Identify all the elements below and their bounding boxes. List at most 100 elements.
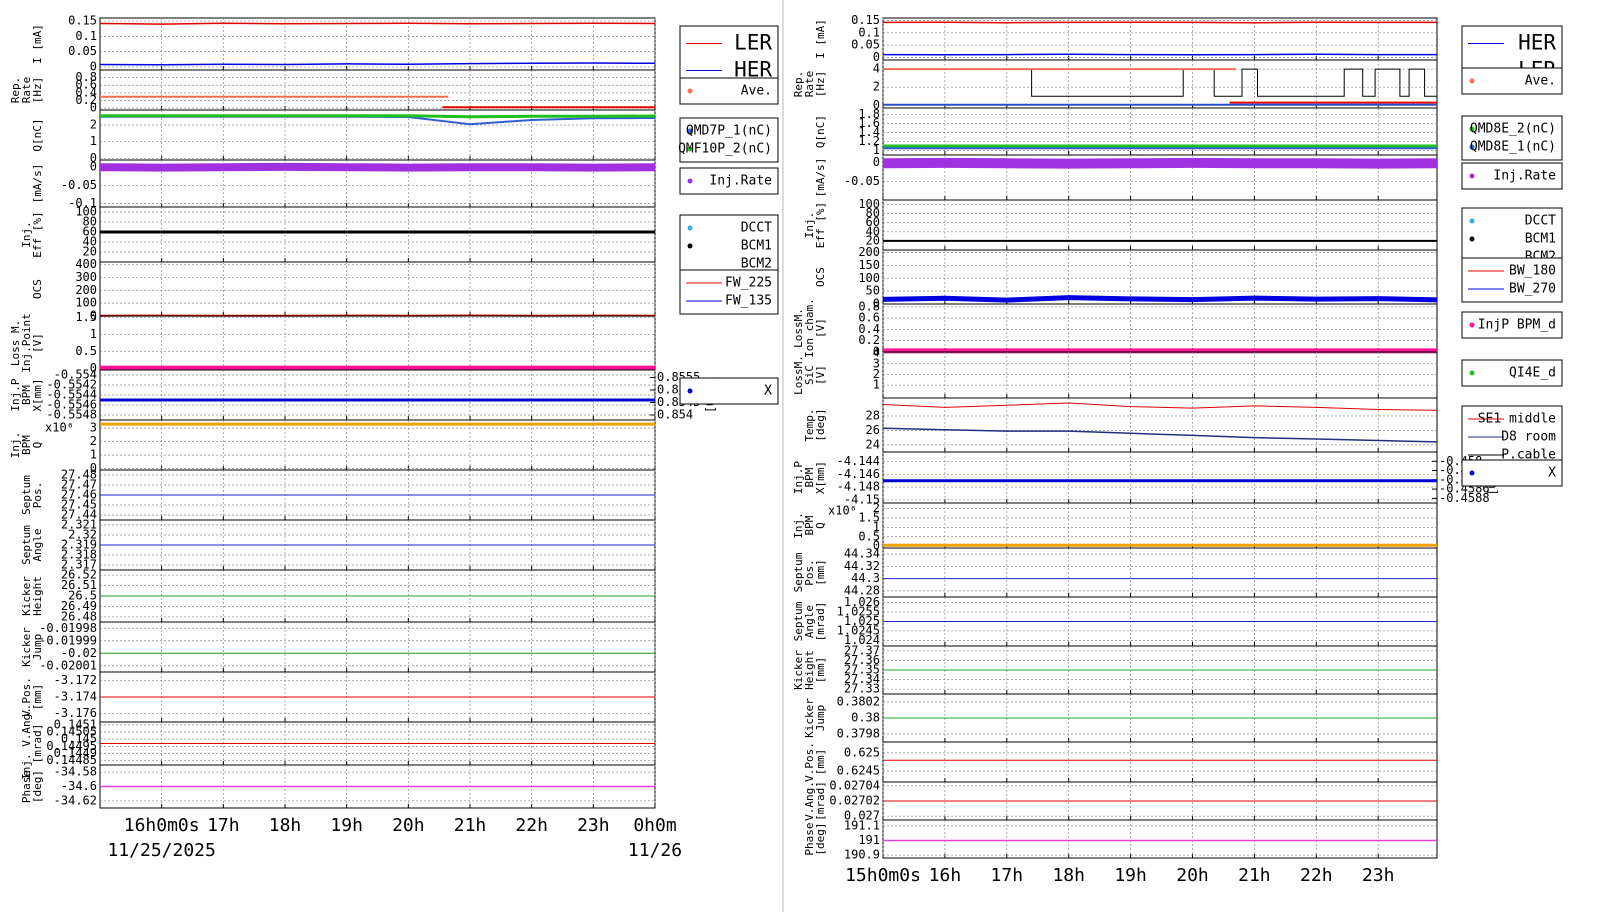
y-tick-label: 2.317 — [61, 558, 97, 572]
y-tick-label: 27.36 — [844, 653, 880, 667]
y-tick-label: 28 — [866, 409, 880, 423]
y-tick-label: 80 — [866, 206, 880, 220]
y-tick-label: 44.34 — [844, 547, 880, 561]
y-tick-label: 0 — [873, 98, 880, 112]
y-tick-label: 1.024 — [844, 633, 880, 647]
y-tick-label: -0.01998 — [39, 621, 97, 635]
y-axis-label: [deg] — [31, 770, 44, 803]
legend-label: FW_225 — [725, 276, 772, 291]
panel-frame — [882, 502, 1438, 549]
legend-box — [679, 377, 779, 405]
y-axis-label: [Hz] — [31, 77, 44, 104]
panel-frame — [99, 261, 656, 317]
x-tick-label: 16h0m0s — [124, 815, 200, 836]
legend-label: HER — [1518, 31, 1556, 55]
y-tick-label: 2 — [90, 118, 97, 132]
y-tick-label: -34.58 — [54, 765, 97, 779]
legend-swatch — [1469, 236, 1475, 242]
x-tick-label: 22h — [515, 815, 548, 836]
y-tick-label: 0.8 — [858, 299, 880, 313]
y-tick-label: 0.05 — [68, 44, 97, 58]
y-tick-label: 1 — [90, 327, 97, 341]
legend-box — [679, 167, 779, 195]
y-tick-label: 26.5 — [68, 589, 97, 603]
y-tick-label: 100 — [75, 205, 97, 219]
panel-frame — [882, 741, 1438, 783]
y-axis-label: [mA/s] — [814, 158, 827, 198]
y-axis-label: LossM. — [792, 308, 805, 348]
panel-frame — [882, 451, 1438, 504]
legend-box — [1461, 115, 1563, 161]
y-tick-label: 26.51 — [61, 578, 97, 592]
y-tick-label: 1 — [90, 134, 97, 148]
x-tick-label: 20h — [1176, 865, 1209, 886]
y-axis-label: [Hz] — [814, 71, 827, 98]
y-tick-label: -0.05 — [844, 174, 880, 188]
legend-label: QI4E_d — [1509, 366, 1556, 381]
legend-swatch — [1469, 78, 1475, 84]
y-tick-label: 0.14485 — [46, 753, 97, 767]
legend-label: DCCT — [741, 221, 772, 236]
y-tick-label: 0.14495 — [46, 739, 97, 753]
y-tick-label: 2.318 — [61, 548, 97, 562]
y-axis-label: Eff [%] — [31, 211, 44, 257]
y-axis-label: Phase — [803, 822, 816, 855]
y-tick-label: 150 — [858, 258, 880, 272]
legend-swatch — [1469, 144, 1475, 150]
panel-frame — [882, 59, 1438, 109]
y-tick-label: 200 — [75, 283, 97, 297]
panel-frame — [882, 249, 1438, 305]
y-axis-label: X[mm] — [31, 378, 44, 411]
y-tick-label: 0.6 — [858, 311, 880, 325]
y-axis-label: V.Pos. — [803, 742, 816, 782]
x-tick-label: 19h — [1114, 865, 1147, 886]
y2-tick-label: 0.854 — [657, 408, 693, 422]
y-tick-label: 27.35 — [844, 663, 880, 677]
y-tick-label: 20 — [83, 245, 97, 259]
x-tick-label: 18h — [269, 815, 302, 836]
series-line — [99, 62, 656, 66]
x-tick-label: 17h — [207, 815, 240, 836]
y-tick-label: 26.49 — [61, 599, 97, 613]
y-tick-label: 0.02704 — [829, 778, 880, 792]
legend-label: BW_180 — [1509, 264, 1556, 279]
y-tick-label: 1.5 — [858, 511, 880, 525]
y-tick-label: 3 — [90, 421, 97, 435]
series-line — [882, 295, 1438, 303]
y-tick-label: 1.026 — [844, 595, 880, 609]
y-tick-label: -0.1 — [68, 196, 97, 210]
legend-label: X — [764, 384, 772, 399]
y-tick-label: 2.32 — [68, 528, 97, 542]
y-tick-label: 44.32 — [844, 559, 880, 573]
y-tick-label: 0 — [90, 59, 97, 73]
y-axis-label: Inj.Point — [20, 313, 33, 373]
y-tick-label: -34.62 — [54, 793, 97, 807]
y-axis-label: LossM. — [792, 355, 805, 395]
x-tick-label: 23h — [577, 815, 610, 836]
y-tick-label: -0.05 — [61, 178, 97, 192]
y-axis-label: Kicker — [803, 698, 816, 738]
y-axis-label: Kicker — [792, 650, 805, 690]
y-tick-label: 27.45 — [61, 498, 97, 512]
legend-box — [679, 77, 779, 105]
y-tick-label: 1.2 — [858, 134, 880, 148]
y-tick-label: 191 — [858, 833, 880, 847]
x-tick-label: 23h — [1362, 865, 1395, 886]
panel-frame — [99, 17, 656, 71]
y-tick-label: 100 — [858, 197, 880, 211]
panel-frame — [99, 419, 656, 471]
y-axis-label: Kicker — [20, 576, 33, 616]
y-tick-label: 4 — [873, 346, 880, 360]
y-tick-label: 2 — [90, 434, 97, 448]
y-tick-label: 2.319 — [61, 538, 97, 552]
y-axis-label: [deg] — [814, 822, 827, 855]
y-tick-label: 2 — [873, 501, 880, 515]
legend-box — [679, 269, 779, 315]
y-axis-label: Inj. — [792, 512, 805, 539]
y-tick-label: 50 — [866, 284, 880, 298]
legend-swatch — [1469, 370, 1475, 376]
y-tick-label: 100 — [75, 296, 97, 310]
y-tick-label: 0 — [90, 309, 97, 323]
y-axis-label: [V] — [31, 333, 44, 353]
